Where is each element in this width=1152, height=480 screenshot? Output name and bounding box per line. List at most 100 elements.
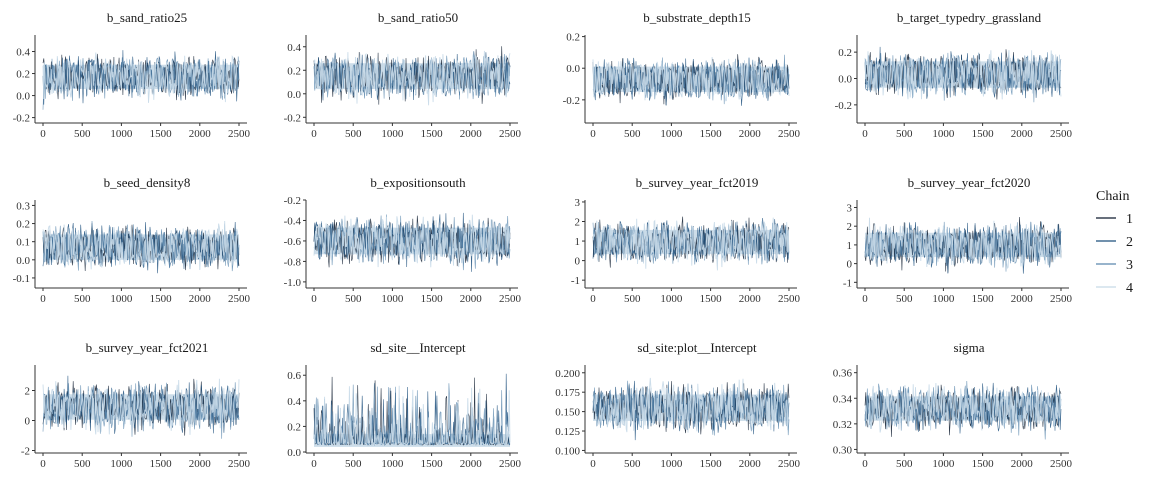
panel-title: b_sand_ratio50 xyxy=(378,10,458,25)
trace-line-chain-4 xyxy=(42,220,240,271)
x-tick-label: 1500 xyxy=(421,128,444,140)
y-tick-label: 0.3 xyxy=(16,200,30,212)
trace-line-chain-2 xyxy=(592,57,790,106)
y-tick-label: -0.1 xyxy=(13,273,30,285)
x-tick-label: 2000 xyxy=(739,458,762,470)
y-tick-label: -0.2 xyxy=(563,95,580,107)
panel-title: sigma xyxy=(953,340,984,355)
x-tick-label: 500 xyxy=(624,458,641,470)
x-tick-label: 0 xyxy=(590,128,596,140)
x-tick-label: 2500 xyxy=(228,128,251,140)
x-tick-label: 2500 xyxy=(1050,293,1073,305)
x-tick-label: 1500 xyxy=(972,293,995,305)
x-tick-label: 2500 xyxy=(1050,458,1073,470)
trace-panel: b_expositionsouth -1.0 -0.8 -0.6 -0.4 -0.2 0 50… xyxy=(284,175,522,305)
trace-line-chain-3 xyxy=(864,380,1062,440)
x-tick-label: 0 xyxy=(40,458,46,470)
x-tick-label: 0 xyxy=(862,458,868,470)
y-tick-label: 0.0 xyxy=(16,91,30,103)
trace-line-chain-4 xyxy=(42,378,240,435)
x-tick-label: 500 xyxy=(624,293,641,305)
y-tick-label: 1 xyxy=(847,240,853,252)
trace-line-chain-4 xyxy=(864,50,1062,100)
x-tick-label: 1500 xyxy=(421,458,444,470)
x-tick-label: 500 xyxy=(345,458,362,470)
x-tick-label: 1000 xyxy=(381,293,404,305)
x-tick-label: 500 xyxy=(896,128,913,140)
y-tick-label: 3 xyxy=(575,197,581,209)
y-tick-label: 0.150 xyxy=(555,407,580,419)
y-tick-label: -0.6 xyxy=(284,236,302,248)
y-tick-label: 0.6 xyxy=(287,370,301,382)
x-tick-label: 0 xyxy=(311,293,317,305)
x-tick-label: 1000 xyxy=(932,458,955,470)
x-tick-label: 1500 xyxy=(700,458,723,470)
y-tick-label: 0.4 xyxy=(287,42,301,54)
x-tick-label: 1000 xyxy=(660,128,683,140)
x-tick-label: 1000 xyxy=(932,293,955,305)
x-tick-label: 500 xyxy=(624,128,641,140)
y-tick-label: 2 xyxy=(847,221,853,233)
legend-label: 2 xyxy=(1126,235,1133,250)
x-tick-label: 1000 xyxy=(381,458,404,470)
y-tick-label: 0.30 xyxy=(833,444,853,456)
x-tick-label: 0 xyxy=(862,128,868,140)
x-tick-label: 1000 xyxy=(932,128,955,140)
y-tick-label: 0.0 xyxy=(287,89,301,101)
x-tick-label: 1000 xyxy=(110,128,133,140)
trace-line-chain-3 xyxy=(42,220,240,272)
y-tick-label: -1.0 xyxy=(284,277,302,289)
x-tick-label: 500 xyxy=(74,128,91,140)
x-tick-label: 0 xyxy=(590,458,596,470)
panel-title: sd_site__Intercept xyxy=(370,340,466,355)
trace-panel: b_survey_year_fct2021 -2 0 2 0 500 1000 1500 200… xyxy=(21,340,251,470)
panel-title: sd_site:plot__Intercept xyxy=(637,340,757,355)
y-tick-label: 0.4 xyxy=(16,47,30,59)
x-tick-label: 0 xyxy=(862,293,868,305)
panel-title: b_survey_year_fct2020 xyxy=(908,175,1031,190)
x-tick-label: 2500 xyxy=(228,458,251,470)
y-tick-label: 1 xyxy=(575,236,581,248)
trace-panel: b_sand_ratio25 -0.2 0.0 0.2 0.4 0 500 1000 1500 2… xyxy=(13,10,251,140)
x-tick-label: 2500 xyxy=(499,458,522,470)
x-tick-label: 1500 xyxy=(700,128,723,140)
legend: Chain 1 2 3 4 xyxy=(1096,189,1133,296)
y-tick-label: 0.2 xyxy=(838,47,852,59)
x-tick-label: 1000 xyxy=(110,293,133,305)
x-tick-label: 2000 xyxy=(189,458,212,470)
y-tick-label: 2 xyxy=(25,386,31,398)
x-tick-label: 1000 xyxy=(381,128,404,140)
panel-title: b_target_typedry_grassland xyxy=(897,10,1042,25)
x-tick-label: 2500 xyxy=(778,293,801,305)
x-tick-label: 2000 xyxy=(189,293,212,305)
trace-line-chain-4 xyxy=(864,217,1062,270)
x-tick-label: 2000 xyxy=(739,293,762,305)
y-tick-label: -0.2 xyxy=(284,195,301,207)
legend-label: 3 xyxy=(1126,258,1133,273)
x-tick-label: 0 xyxy=(40,293,46,305)
x-tick-label: 500 xyxy=(896,293,913,305)
trace-panel: b_substrate_depth15 -0.2 0.0 0.2 0 500 1000 150… xyxy=(563,10,801,140)
x-tick-label: 1500 xyxy=(150,293,173,305)
y-tick-label: 0.36 xyxy=(833,368,853,380)
y-tick-label: 2 xyxy=(575,217,581,229)
trace-line-chain-4 xyxy=(313,50,511,106)
y-tick-label: 0.2 xyxy=(287,65,301,77)
x-tick-label: 2000 xyxy=(189,128,212,140)
y-tick-label: 0.1 xyxy=(16,237,30,249)
x-tick-label: 500 xyxy=(74,458,91,470)
y-tick-label: 0.125 xyxy=(555,426,580,438)
x-tick-label: 2000 xyxy=(460,458,483,470)
x-tick-label: 2000 xyxy=(460,293,483,305)
y-tick-label: -0.4 xyxy=(284,215,302,227)
x-tick-label: 2000 xyxy=(1011,128,1034,140)
y-tick-label: 0.2 xyxy=(287,421,301,433)
y-tick-label: -1 xyxy=(843,277,852,289)
trace-line-chain-4 xyxy=(42,52,240,103)
x-tick-label: 0 xyxy=(311,458,317,470)
trace-line-chain-4 xyxy=(592,56,790,102)
y-tick-label: 0.0 xyxy=(287,447,301,459)
y-tick-label: -0.2 xyxy=(284,112,301,124)
y-tick-label: 0.175 xyxy=(555,387,580,399)
